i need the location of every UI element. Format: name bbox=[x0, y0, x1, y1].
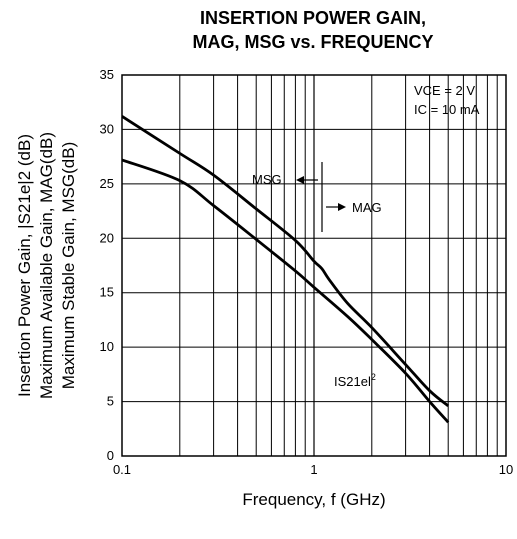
y-tick-label: 35 bbox=[100, 67, 114, 82]
tick-labels: 0 5 10 15 20 25 30 35 0.1 1 10 bbox=[100, 67, 514, 477]
series-line-0 bbox=[121, 115, 450, 408]
annotations: VCE = 2 V IC = 10 mA MSG MAG IS21el2 bbox=[252, 83, 480, 389]
y-tick-label: 5 bbox=[107, 394, 114, 409]
x-tick-label: 10 bbox=[499, 462, 513, 477]
x-tick-label: 1 bbox=[310, 462, 317, 477]
y-tick-label: 10 bbox=[100, 339, 114, 354]
y-axis-label: Insertion Power Gain, |S21e|2 (dB) Maxim… bbox=[15, 132, 78, 399]
y-tick-label: 30 bbox=[100, 121, 114, 136]
mag-label: MAG bbox=[352, 200, 382, 215]
condition-ic: IC = 10 mA bbox=[414, 102, 480, 117]
y-tick-label: 25 bbox=[100, 176, 114, 191]
mag-arrowhead bbox=[338, 203, 346, 211]
s21-label-main: IS21el bbox=[334, 374, 371, 389]
s21-label-superscript: 2 bbox=[371, 372, 376, 382]
msg-arrowhead bbox=[296, 176, 304, 184]
condition-vce: VCE = 2 V bbox=[414, 83, 475, 98]
s21-label: IS21el2 bbox=[334, 372, 376, 389]
y-tick-label: 15 bbox=[100, 285, 114, 300]
y-axis-label-line-2: Maximum Available Gain, MAG(dB) bbox=[37, 132, 56, 399]
y-tick-label: 20 bbox=[100, 230, 114, 245]
series-line-1 bbox=[121, 158, 450, 424]
series bbox=[121, 115, 450, 424]
plot-frame bbox=[121, 74, 507, 457]
chart-title-line-2: MAG, MSG vs. FREQUENCY bbox=[192, 32, 434, 52]
y-axis-label-line-3: Maximum Stable Gain, MSG(dB) bbox=[59, 142, 78, 390]
axes bbox=[121, 74, 507, 457]
y-tick-label: 0 bbox=[107, 448, 114, 463]
msg-label: MSG bbox=[252, 172, 282, 187]
chart-title-line-1: INSERTION POWER GAIN, bbox=[199, 8, 426, 28]
grid bbox=[122, 75, 506, 456]
x-tick-label: 0.1 bbox=[113, 462, 131, 477]
x-axis-label: Frequency, f (GHz) bbox=[242, 490, 385, 509]
y-axis-label-line-1: Insertion Power Gain, |S21e|2 (dB) bbox=[15, 134, 34, 397]
